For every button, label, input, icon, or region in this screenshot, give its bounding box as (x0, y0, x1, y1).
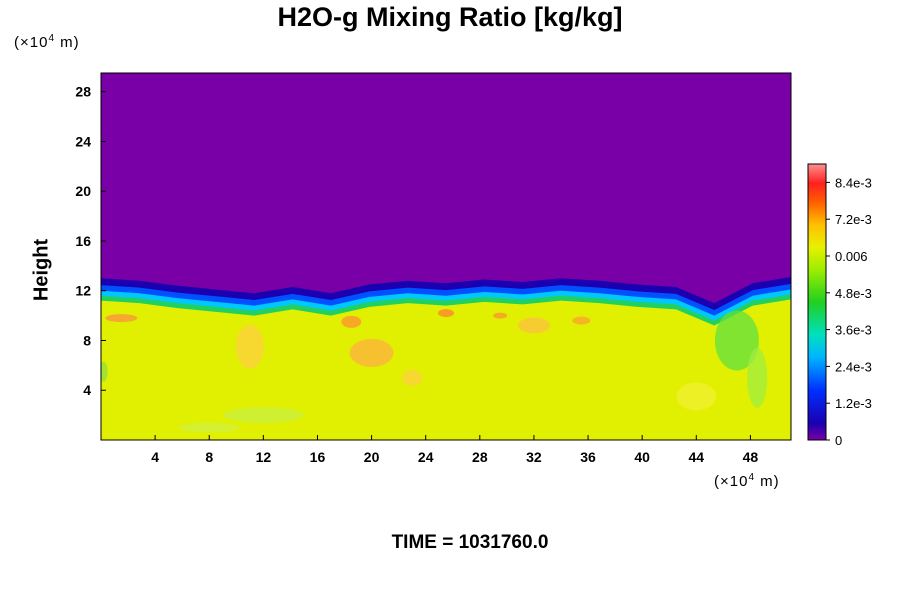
field-lower-region (101, 299, 791, 440)
x-unit-suffix: m) (755, 473, 780, 490)
y-tick-label: 8 (83, 332, 91, 348)
x-tick-label: 32 (526, 449, 542, 465)
x-tick-label: 40 (634, 449, 650, 465)
x-tick-label: 28 (472, 449, 488, 465)
x-axis-unit: (×104 m) (714, 472, 780, 490)
colorbar (807, 163, 827, 441)
field-texture-10 (105, 314, 138, 323)
field-texture-7 (747, 347, 768, 408)
y-axis-unit: (×104 m) (14, 33, 80, 51)
y-tick-label: 12 (75, 283, 91, 299)
colorbar-tick-label: 0 (835, 433, 842, 448)
field-texture-8 (676, 382, 717, 411)
colorbar-tick-label: 4.8e-3 (835, 286, 872, 301)
field-texture-13 (179, 422, 240, 433)
y-ticks: 4 8 12 16 20 24 28 (75, 84, 106, 398)
field-texture-1 (349, 338, 394, 367)
x-ticks: 4 8 12 16 20 24 28 32 36 40 44 48 (151, 435, 758, 465)
field-texture-2 (341, 315, 362, 328)
x-tick-label: 48 (743, 449, 759, 465)
field-texture-3 (438, 309, 454, 318)
field-texture-4 (493, 312, 508, 319)
time-label: TIME = 1031760.0 (391, 532, 549, 553)
plot-frame (100, 72, 792, 441)
x-tick-label: 24 (418, 449, 434, 465)
field-texture-12 (402, 369, 423, 386)
y-tick-label: 24 (75, 133, 91, 149)
y-unit-exponent: 4 (48, 33, 56, 44)
x-tick-label: 16 (310, 449, 326, 465)
y-tick-label: 20 (75, 183, 91, 199)
x-tick-label: 8 (205, 449, 213, 465)
colorbar-tick-label: 0.006 (835, 249, 868, 264)
y-unit-prefix: (×10 (14, 34, 49, 51)
x-tick-label: 44 (689, 449, 705, 465)
field-texture-11 (517, 317, 550, 334)
field-texture-14 (101, 361, 108, 382)
field-texture-0 (235, 324, 264, 369)
chart-title: H2O-g Mixing Ratio [kg/kg] (277, 2, 623, 32)
field-texture-9 (223, 407, 304, 424)
y-tick-label: 16 (75, 233, 91, 249)
y-unit-suffix: m) (55, 34, 80, 51)
colorbar-tick-label: 7.2e-3 (835, 212, 872, 227)
y-tick-label: 28 (75, 84, 91, 100)
x-unit-exponent: 4 (748, 472, 756, 483)
y-tick-label: 4 (83, 382, 91, 398)
colorbar-ticks: 0 1.2e-3 2.4e-3 3.6e-3 4.8e-3 0.006 7.2e-3 8.4e… (826, 175, 872, 448)
x-tick-label: 4 (151, 449, 159, 465)
plot-area (101, 73, 791, 440)
field-texture-5 (572, 316, 591, 325)
x-unit-prefix: (×10 (714, 473, 749, 490)
x-tick-label: 36 (580, 449, 596, 465)
colorbar-tick-label: 1.2e-3 (835, 396, 872, 411)
x-tick-label: 20 (364, 449, 380, 465)
x-tick-label: 12 (256, 449, 272, 465)
field-texture-6 (714, 310, 759, 371)
colorbar-tick-label: 3.6e-3 (835, 323, 872, 338)
colorbar-tick-label: 2.4e-3 (835, 359, 872, 374)
colorbar-tick-label: 8.4e-3 (835, 175, 872, 190)
